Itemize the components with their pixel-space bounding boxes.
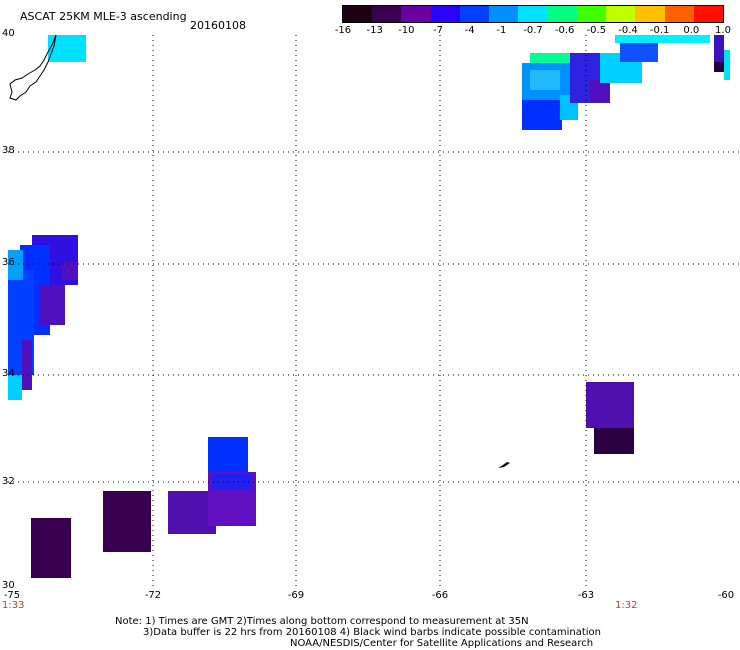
lon-label-72: -72 (144, 590, 162, 601)
lat-label-40: 40 (2, 28, 15, 39)
colorbar-segment (372, 6, 402, 22)
colorbar-segment (459, 6, 490, 22)
colorbar-segment (547, 6, 577, 22)
colorbar-segment (401, 6, 431, 22)
colorbar-label: -13 (366, 25, 383, 36)
time-right: 1:32 (615, 600, 638, 611)
island (498, 462, 510, 468)
note-line-3: NOAA/NESDIS/Center for Satellite Applica… (290, 638, 594, 649)
colorbar-label: -0.7 (523, 25, 543, 36)
colorbar-label: -10 (398, 25, 415, 36)
lat-label-38: 38 (2, 145, 15, 156)
lon-label-60: -60 (717, 590, 735, 601)
product-title: ASCAT 25KM MLE-3 ascending (20, 10, 187, 23)
colorbar-segment (635, 6, 665, 22)
lat-label-32: 32 (2, 476, 15, 487)
colorbar-segment (606, 6, 636, 22)
time-left: 1:33 (2, 600, 25, 611)
colorbar-label: -0.4 (618, 25, 638, 36)
colorbar-segment (489, 6, 519, 22)
lat-label-30: 30 (2, 580, 15, 591)
note-line-1: Note: 1) Times are GMT 2)Times along bot… (115, 616, 529, 627)
graticule (8, 35, 740, 590)
swath-cells (8, 35, 730, 578)
coastline (9, 34, 57, 101)
date-label: 20160108 (190, 19, 246, 32)
note-line-2: 3)Data buffer is 22 hrs from 20160108 4)… (143, 627, 601, 638)
lon-label-69: -69 (287, 590, 305, 601)
colorbar-label: -0.1 (649, 25, 670, 36)
lon-label-63: -63 (577, 590, 595, 601)
colorbar-label: -1 (496, 25, 507, 36)
colorbar-label: -16 (334, 25, 352, 36)
colorbar-segment (693, 6, 724, 22)
colorbar-label: 0.0 (683, 25, 700, 36)
lon-label-75: -75 (3, 590, 21, 601)
colorbar-label: -0.5 (586, 25, 607, 36)
lat-label-36: 36 (2, 257, 15, 268)
colorbar-label: -0.6 (554, 25, 575, 36)
colorbar-segment (430, 6, 460, 22)
colorbar-label: -4 (464, 25, 475, 36)
colorbar-label: -7 (433, 25, 443, 36)
colorbar-label: 1.0 (715, 25, 731, 36)
colorbar-segment (576, 6, 607, 22)
colorbar-segment (664, 6, 694, 22)
lat-label-34: 34 (2, 368, 15, 379)
lon-label-66: -66 (431, 590, 449, 601)
colorbar-segment (343, 6, 373, 22)
colorbar (342, 5, 724, 23)
colorbar-segment (518, 6, 548, 22)
